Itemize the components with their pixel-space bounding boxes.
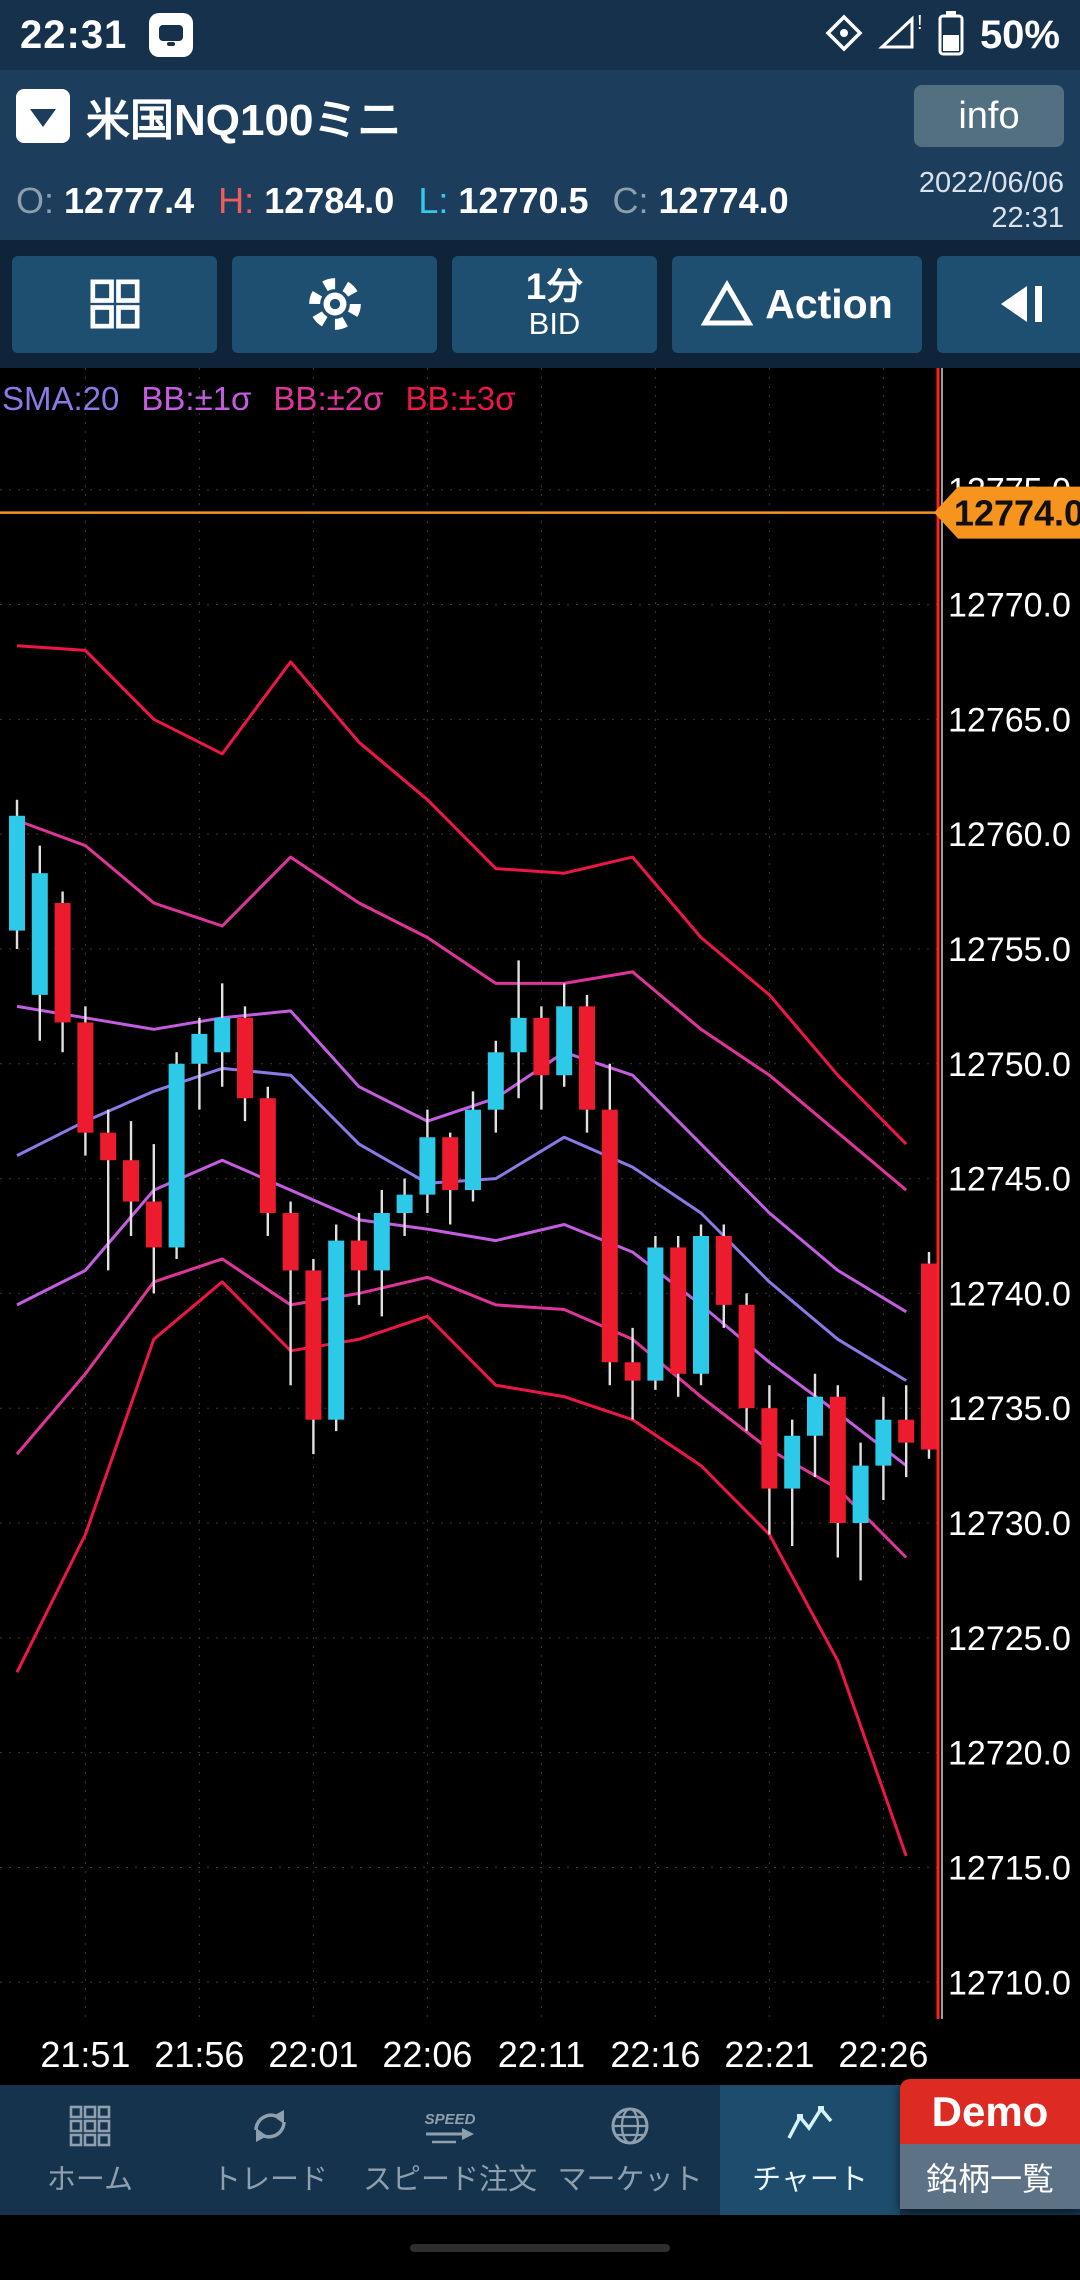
svg-text:!: ! — [917, 13, 922, 34]
speed-order-icon: SPEED — [425, 2111, 476, 2144]
high-value: 12784.0 — [264, 180, 395, 221]
svg-text:12770.0: 12770.0 — [948, 587, 1071, 625]
svg-text:12760.0: 12760.0 — [948, 816, 1071, 854]
status-bar: 22:31 ! — [0, 0, 1080, 70]
home-indicator[interactable] — [410, 2243, 670, 2252]
quote-date: 2022/06/06 — [918, 167, 1064, 200]
quote-time: 22:31 — [991, 202, 1064, 234]
chart-toolbar: 1分 BID Action — [0, 240, 1080, 368]
high-quote: H: 12784.0 — [218, 180, 394, 222]
svg-text:22:16: 22:16 — [610, 2034, 700, 2075]
home-grid-icon — [69, 2105, 111, 2147]
grid-icon — [90, 279, 139, 329]
svg-text:22:11: 22:11 — [498, 2034, 585, 2075]
chart-line-icon — [787, 2106, 833, 2139]
low-label: L: — [418, 180, 449, 221]
settings-button[interactable] — [232, 255, 437, 353]
symbol-dropdown-button[interactable] — [16, 89, 70, 143]
svg-text:12730.0: 12730.0 — [948, 1505, 1071, 1543]
svg-text:22:21: 22:21 — [724, 2034, 814, 2075]
price-type-label: BID — [528, 306, 581, 342]
nav-label-market: マーケット — [557, 2164, 703, 2196]
svg-text:SPEED: SPEED — [425, 2111, 476, 2128]
svg-text:12720.0: 12720.0 — [948, 1735, 1071, 1773]
layout-grid-button[interactable] — [12, 255, 217, 353]
nav-tab-market[interactable]: マーケット — [540, 2085, 720, 2215]
open-quote: O: 12777.4 — [16, 180, 194, 222]
nav-label-chart: チャート — [752, 2164, 868, 2196]
nav-label-home: ホーム — [46, 2164, 134, 2196]
bottom-navigation: ホーム トレード SPEED スピード注文 — [0, 2079, 1080, 2215]
svg-text:12750.0: 12750.0 — [948, 1046, 1071, 1084]
nav-label-trade: トレード — [211, 2164, 328, 2196]
svg-text:12715.0: 12715.0 — [948, 1849, 1071, 1887]
svg-text:12740.0: 12740.0 — [948, 1275, 1071, 1313]
svg-text:22:26: 22:26 — [838, 2034, 928, 2075]
low-value: 12770.5 — [458, 180, 589, 221]
collapse-left-icon — [1001, 286, 1042, 322]
nav-tab-speed-order[interactable]: SPEED スピード注文 — [360, 2085, 540, 2215]
chart-area[interactable]: 12775.012770.012765.012760.012755.012750… — [0, 368, 1080, 2085]
svg-text:12745.0: 12745.0 — [948, 1161, 1071, 1199]
info-button[interactable]: info — [914, 85, 1064, 147]
nav-tab-chart[interactable]: チャート — [720, 2085, 900, 2215]
high-label: H: — [218, 180, 255, 221]
demo-symbol-list-stack: Demo 銘柄一覧 — [900, 2079, 1080, 2209]
svg-text:22:01: 22:01 — [268, 2034, 358, 2075]
nav-tab-home[interactable]: ホーム — [0, 2085, 180, 2215]
svg-text:12765.0: 12765.0 — [948, 701, 1071, 739]
vpn-icon — [824, 13, 864, 58]
gesture-area — [0, 2215, 1080, 2280]
svg-text:12774.0: 12774.0 — [954, 493, 1080, 534]
header: 米国NQ100ミニ info — [0, 70, 1080, 162]
signal-icon: ! — [878, 12, 923, 58]
svg-text:12710.0: 12710.0 — [948, 1964, 1071, 2002]
ohlc-row: O: 12777.4 H: 12784.0 L: 12770.5 C: 1277… — [0, 162, 1080, 240]
nav-tab-trade[interactable]: トレード — [180, 2085, 360, 2215]
svg-text:12735.0: 12735.0 — [948, 1390, 1071, 1428]
nav-label-speed-order: スピード注文 — [362, 2164, 537, 2196]
globe-icon — [611, 2107, 649, 2145]
notification-app-icon — [149, 13, 194, 57]
demo-badge: Demo — [900, 2079, 1080, 2144]
timeframe-label: 1分 — [525, 265, 584, 307]
svg-text:21:51: 21:51 — [40, 2034, 130, 2075]
timeframe-bid-button[interactable]: 1分 BID — [452, 255, 657, 353]
gear-icon — [308, 278, 361, 330]
battery-percent: 50% — [979, 12, 1060, 57]
action-button[interactable]: Action — [672, 255, 922, 353]
svg-text:12725.0: 12725.0 — [948, 1620, 1071, 1658]
symbol-title: 米国NQ100ミニ — [86, 96, 402, 145]
action-triangle-icon — [701, 280, 754, 326]
svg-text:12755.0: 12755.0 — [948, 931, 1071, 969]
action-label: Action — [765, 280, 893, 327]
open-label: O: — [16, 180, 55, 221]
svg-text:21:56: 21:56 — [154, 2034, 244, 2075]
collapse-panel-button[interactable] — [937, 255, 1080, 353]
close-label: C: — [612, 180, 649, 221]
quote-timestamp: 2022/06/06 22:31 — [919, 166, 1064, 236]
close-value: 12774.0 — [658, 180, 789, 221]
open-value: 12777.4 — [64, 180, 195, 221]
battery-icon — [936, 9, 966, 62]
low-quote: L: 12770.5 — [418, 180, 588, 222]
trade-cycle-icon — [254, 2110, 286, 2142]
clock: 22:31 — [20, 12, 128, 57]
chevron-down-icon — [30, 109, 56, 127]
svg-text:22:06: 22:06 — [382, 2034, 472, 2075]
symbol-list-button[interactable]: 銘柄一覧 — [900, 2144, 1080, 2209]
chart-canvas[interactable]: 12775.012770.012765.012760.012755.012750… — [0, 368, 1080, 2085]
close-quote: C: 12774.0 — [613, 180, 789, 222]
